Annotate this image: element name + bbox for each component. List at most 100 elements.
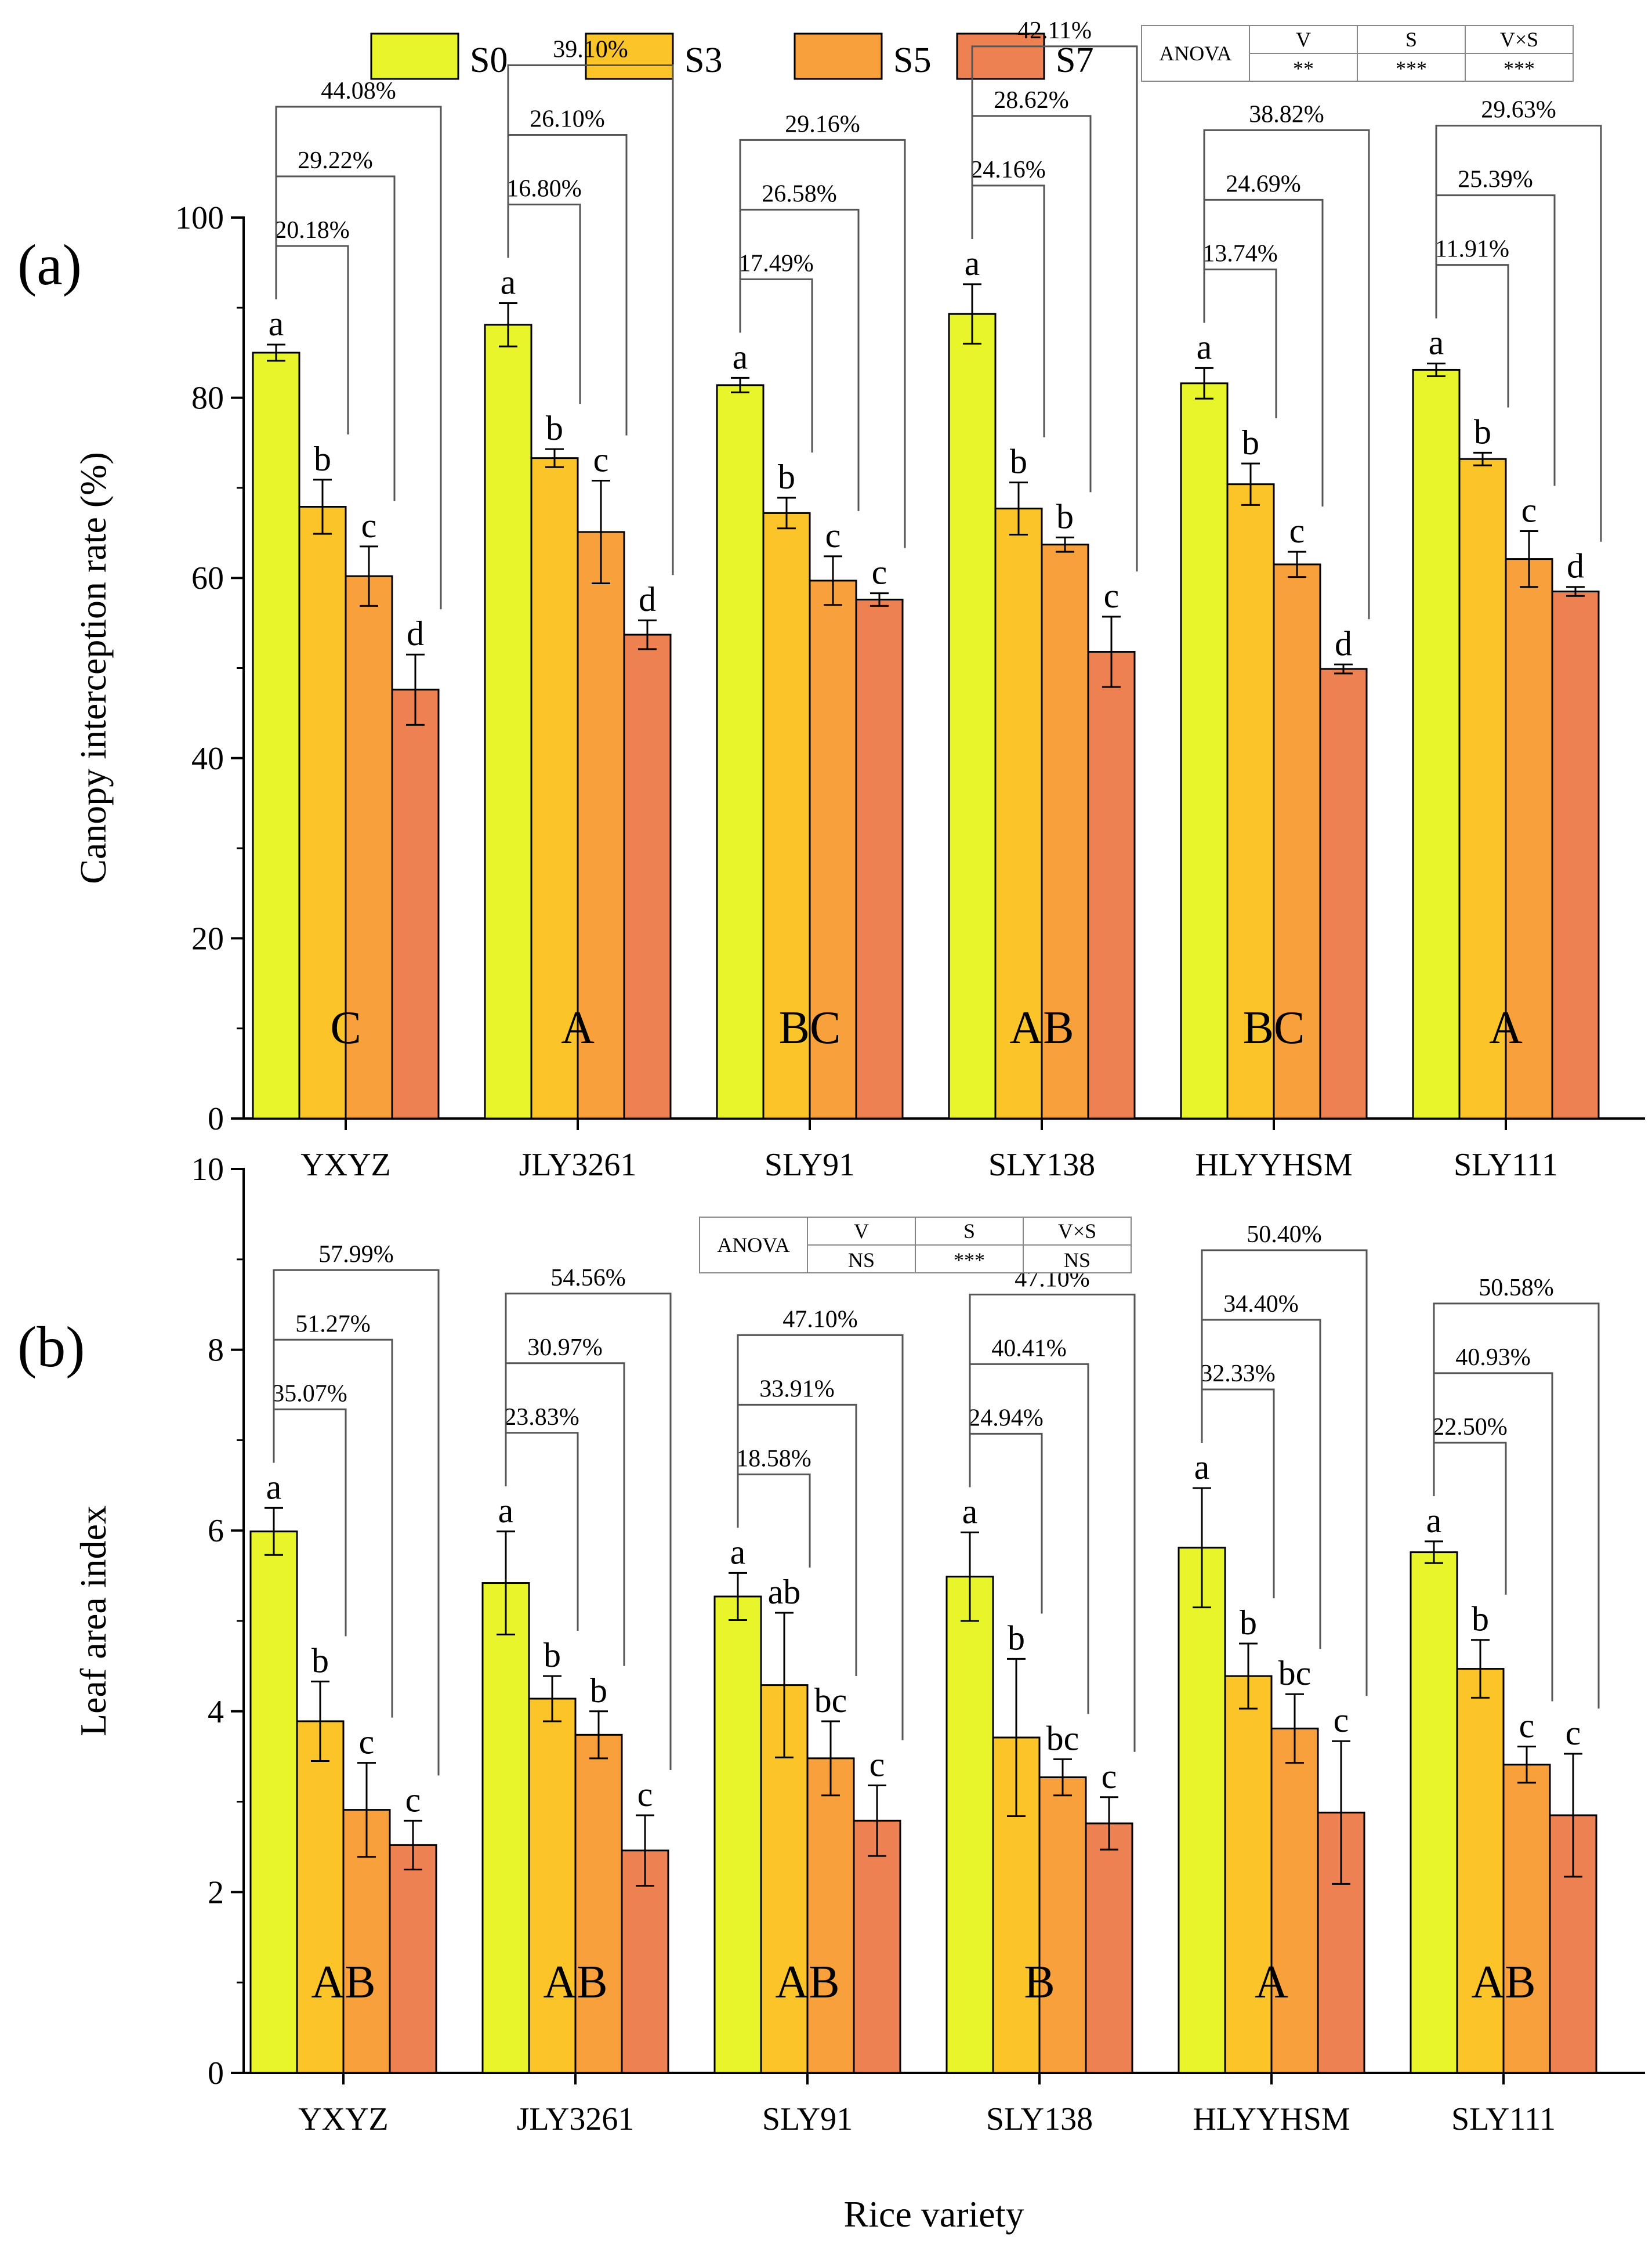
reduction-label: 11.91% [1435,236,1509,263]
bar-s0-sly111 [1410,1551,1458,2074]
significance-letter: c [361,506,377,545]
significance-letter: a [965,244,980,283]
legend: S0 S3 S5 S7 [370,32,1093,80]
bar-s7-sly111 [1549,1814,1597,2074]
bar-s7-sly138 [1087,651,1136,1120]
significance-letter: b [314,440,331,478]
reduction-bracket [1203,129,1370,620]
significance-letter: a [1197,328,1212,366]
significance-letter: c [637,1775,653,1814]
bar-s0-sly91 [713,1595,762,2074]
bar-s0-sly138 [945,1576,994,2074]
bar-s7-sly91 [855,598,904,1120]
significance-letter: b [544,1636,561,1674]
reduction-label: 20.18% [274,217,350,244]
reduction-label: 28.62% [994,87,1069,114]
anova-value: NS [1064,1248,1091,1272]
y-tick-label: 20 [191,921,224,957]
bar-s3-yxyz [296,1720,345,2074]
reduction-bracket [505,1293,672,1770]
panel-label: (a) [17,233,82,297]
significance-letter: b [778,458,795,496]
y-tick-label: 0 [208,2055,224,2091]
reduction-bracket [739,139,906,548]
significance-letter: b [546,409,563,447]
x-tick-label: SLY111 [1451,2101,1556,2137]
significance-letter: a [1194,1448,1210,1486]
significance-letter: b [1008,1619,1025,1657]
bar-s5-sly91 [806,1757,855,2074]
anova-value: *** [1396,57,1427,80]
bar-s5-hlyyhsm [1273,563,1321,1120]
bar-s5-jly3261 [574,1733,623,2074]
reduction-label: 25.39% [1458,167,1533,193]
reduction-label: 40.41% [991,1335,1067,1362]
bar-s7-sly111 [1551,590,1600,1120]
significance-letter: a [1429,324,1444,362]
bar-s3-sly91 [762,512,811,1120]
x-axis-title: Rice variety [844,2194,1024,2235]
anova-value: ** [1293,57,1314,80]
reduction-bracket [1433,1302,1600,1709]
bar-s3-hlyyhsm [1226,483,1275,1120]
significance-letter: b [1240,1604,1257,1642]
group-letter: B [1024,1957,1055,2008]
x-tick-label: SLY91 [765,1147,855,1183]
anova-value: NS [848,1248,875,1272]
x-tick-label: JLY3261 [519,1147,637,1183]
significance-letter: b [1474,412,1491,451]
significance-letter: c [870,1746,885,1784]
x-tick-label: HLYYHSM [1195,1147,1352,1183]
significance-letter: c [872,553,887,592]
significance-letter: bc [1046,1719,1079,1757]
bar-s0-hlyyhsm [1180,382,1229,1120]
group-letter: A [1255,1957,1288,2008]
y-tick-label: 10 [191,1152,224,1188]
bar-s5-sly111 [1505,558,1553,1120]
reduction-label: 18.58% [736,1445,811,1472]
significance-letter: a [501,263,516,302]
bar-s0-jly3261 [484,324,532,1120]
group-letter: A [561,1002,595,1054]
bar-s7-jly3261 [621,1850,669,2074]
group-letter: AB [1471,1957,1535,2008]
anova-value: *** [954,1248,985,1272]
bar-s3-jly3261 [530,457,579,1120]
significance-letter: d [1335,624,1352,663]
anova-header: S [1405,28,1417,51]
legend-label-s0: S0 [470,41,508,80]
significance-letter: b [311,1641,329,1680]
significance-letter: b [1056,497,1074,535]
significance-letter: c [1102,1757,1117,1796]
reduction-label: 51.27% [295,1311,371,1337]
significance-letter: b [1242,424,1259,462]
reduction-label: 29.63% [1481,97,1556,124]
significance-letter: d [407,614,424,653]
group-letter: BC [779,1002,841,1054]
significance-letter: c [1519,1707,1535,1745]
y-axis-title: Canopy interception rate (%) [73,452,114,884]
reduction-bracket [507,64,674,576]
x-tick-label: SLY111 [1454,1147,1558,1183]
bar-s7-sly91 [853,1819,901,2074]
significance-letter: a [733,338,748,376]
x-tick-label: SLY91 [762,2101,853,2137]
bar-s3-yxyz [298,506,347,1120]
anova-title: ANOVA [717,1233,789,1257]
reduction-label: 23.83% [504,1404,579,1431]
significance-letter: a [730,1533,746,1571]
reduction-bracket [1435,125,1602,542]
reduction-label: 24.69% [1226,171,1301,197]
significance-letter: a [266,1468,282,1506]
significance-letter: b [590,1671,607,1710]
group-letter: AB [311,1957,375,2008]
legend-swatch-s5 [794,32,883,80]
anova-header: V×S [1500,28,1538,51]
y-tick-label: 40 [191,741,224,777]
significance-letter: b [1472,1600,1489,1638]
reduction-label: 50.40% [1247,1221,1322,1248]
significance-letter: c [1521,491,1537,529]
group-letter: AB [543,1957,607,2008]
reduction-label: 17.49% [738,250,814,277]
